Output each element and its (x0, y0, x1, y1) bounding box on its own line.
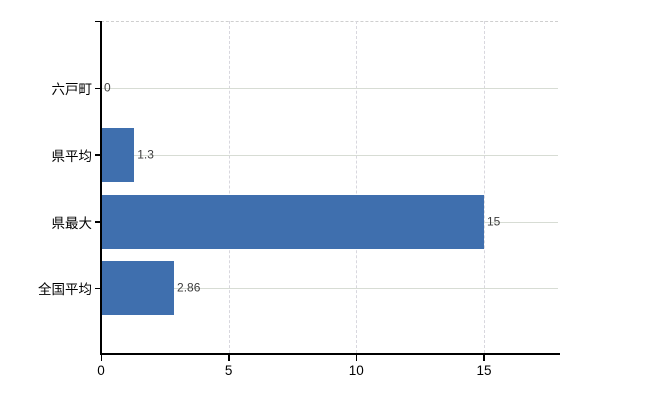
x-tick-label: 15 (476, 363, 492, 378)
x-tick (228, 354, 230, 361)
x-tick (100, 354, 102, 361)
gridline-v (228, 21, 230, 353)
x-tick-label: 0 (97, 363, 105, 378)
bar (101, 194, 484, 249)
y-tick (94, 87, 101, 89)
gridline-h (101, 154, 558, 156)
category-label: 県平均 (51, 148, 93, 164)
y-axis-line (100, 21, 102, 353)
x-tick (483, 354, 485, 361)
y-tick (94, 287, 101, 290)
gridline-v (483, 21, 485, 353)
category-label: 県最大 (51, 215, 93, 231)
x-tick-label: 10 (348, 363, 364, 378)
bar-value-label: 0 (104, 80, 111, 95)
plot-top-border (101, 21, 558, 22)
bar (101, 127, 135, 182)
category-label: 全国平均 (38, 282, 92, 298)
gridline-h (101, 88, 558, 89)
x-tick (355, 354, 358, 361)
x-tick-label: 5 (224, 363, 233, 378)
y-tick (94, 221, 101, 223)
x-axis-line (100, 353, 560, 355)
y-tick (94, 154, 101, 156)
y-tick (94, 20, 101, 22)
gridline-v (356, 21, 358, 353)
gridline-h (101, 288, 558, 290)
category-label: 六戸町 (51, 82, 93, 97)
bar-value-label: 2.86 (177, 280, 201, 295)
bar-value-label: 1.3 (137, 147, 154, 162)
bar-value-label: 15 (486, 214, 501, 229)
bar (101, 261, 175, 316)
